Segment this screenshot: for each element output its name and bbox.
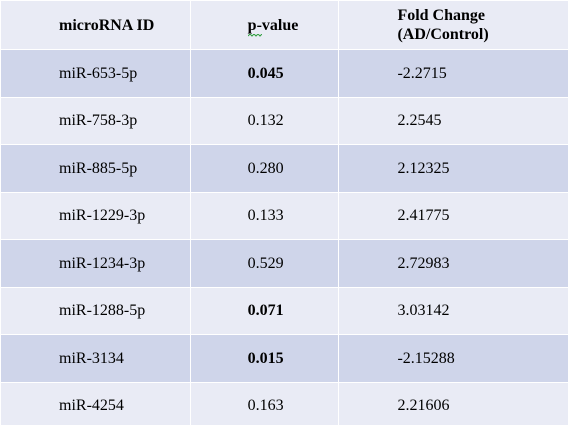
fold-change-value: 2.12325 (397, 159, 450, 177)
header-p-value: p-value (191, 1, 340, 49)
table-row: miR-1234-3p 0.529 2.72983 (1, 240, 568, 288)
cell-p-value: 0.529 (191, 240, 340, 287)
spellcheck-squiggle-icon (247, 33, 262, 37)
p-value-value: 0.045 (247, 64, 284, 82)
p-value-value: 0.163 (247, 397, 284, 415)
cell-microrna-id: miR-3134 (1, 335, 191, 382)
header-microrna-id: microRNA ID (1, 1, 191, 49)
table-row: miR-885-5p 0.280 2.12325 (1, 145, 568, 193)
p-value-value: 0.015 (247, 349, 284, 367)
microrna-id-value: miR-653-5p (59, 64, 138, 82)
header-p-value-label: p-value (247, 16, 299, 37)
cell-fold-change: 2.72983 (339, 240, 568, 287)
cell-p-value: 0.045 (191, 50, 340, 97)
table-row: miR-1288-5p 0.071 3.03142 (1, 287, 568, 335)
cell-fold-change: 3.03142 (339, 288, 568, 335)
cell-fold-change: 2.21606 (339, 383, 568, 425)
cell-microrna-id: miR-1288-5p (1, 287, 191, 334)
cell-microrna-id: miR-758-3p (1, 97, 191, 144)
table-header-row: microRNA ID p-value Fold Change (AD/Cont… (1, 1, 568, 50)
cell-microrna-id: miR-4254 (1, 382, 191, 425)
microrna-id-value: miR-1288-5p (59, 302, 146, 320)
cell-fold-change: 2.12325 (339, 145, 568, 192)
table-row: miR-1229-3p 0.133 2.41775 (1, 192, 568, 240)
fold-change-value: 3.03142 (397, 302, 450, 320)
cell-fold-change: 2.41775 (339, 193, 568, 240)
microrna-id-value: miR-1229-3p (59, 207, 146, 225)
microrna-id-value: miR-885-5p (59, 159, 138, 177)
table-row: miR-3134 0.015 -2.15288 (1, 335, 568, 383)
cell-p-value: 0.133 (191, 192, 340, 239)
p-value-value: 0.133 (247, 207, 284, 225)
header-fold-change: Fold Change (AD/Control) (339, 1, 568, 49)
fold-change-value: 2.72983 (397, 254, 450, 272)
cell-microrna-id: miR-1229-3p (1, 192, 191, 239)
cell-microrna-id: miR-885-5p (1, 145, 191, 192)
cell-microrna-id: miR-653-5p (1, 50, 191, 97)
header-fold-change-label: Fold Change (AD/Control) (397, 7, 489, 43)
cell-p-value: 0.132 (191, 97, 340, 144)
microrna-id-value: miR-3134 (59, 349, 124, 367)
header-p-value-text: p-value (247, 16, 299, 34)
cell-fold-change: 2.2545 (339, 98, 568, 145)
microrna-id-value: miR-4254 (59, 397, 124, 415)
microrna-id-value: miR-758-3p (59, 112, 138, 130)
header-microrna-id-label: microRNA ID (59, 16, 155, 34)
fold-change-value: -2.15288 (397, 349, 455, 367)
p-value-value: 0.280 (247, 159, 284, 177)
cell-p-value: 0.015 (191, 335, 340, 382)
cell-p-value: 0.280 (191, 145, 340, 192)
cell-p-value: 0.071 (191, 287, 340, 334)
cell-fold-change: -2.15288 (339, 335, 568, 382)
fold-change-value: -2.2715 (397, 64, 447, 82)
microrna-id-value: miR-1234-3p (59, 254, 146, 272)
p-value-value: 0.132 (247, 112, 284, 130)
table-row: miR-4254 0.163 2.21606 (1, 382, 568, 425)
table-row: miR-758-3p 0.132 2.2545 (1, 97, 568, 145)
fold-change-value: 2.21606 (397, 397, 450, 415)
cell-fold-change: -2.2715 (339, 50, 568, 97)
cell-microrna-id: miR-1234-3p (1, 240, 191, 287)
cell-p-value: 0.163 (191, 382, 340, 425)
table-row: miR-653-5p 0.045 -2.2715 (1, 50, 568, 98)
p-value-value: 0.529 (247, 254, 284, 272)
p-value-value: 0.071 (247, 302, 284, 320)
fold-change-value: 2.2545 (397, 112, 442, 130)
table-body: miR-653-5p 0.045 -2.2715 miR-758-3p 0.132 2.2… (1, 50, 568, 425)
fold-change-value: 2.41775 (397, 207, 450, 225)
